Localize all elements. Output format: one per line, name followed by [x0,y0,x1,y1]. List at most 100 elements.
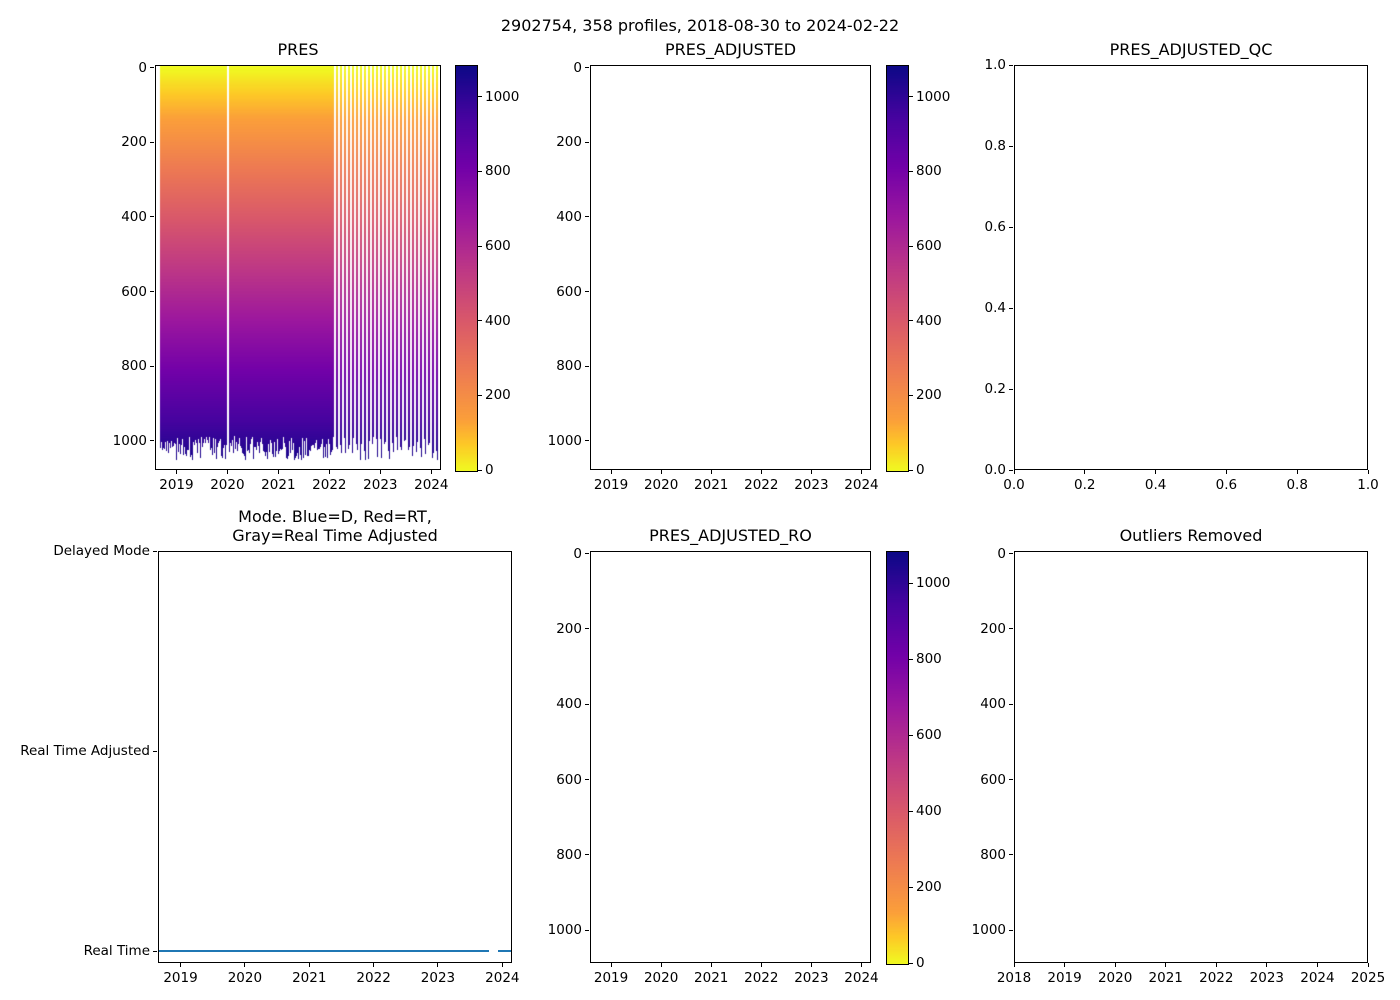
y-tick-mark [1009,703,1013,705]
x-tick-label: 2020 [227,970,263,986]
y-tick-mark [153,950,157,952]
title-outliers-removed: Outliers Removed [1119,526,1263,545]
axes-outliers-removed [1014,551,1368,963]
y-tick-label: 0.8 [984,138,1006,154]
colorbar-tick-mark [478,320,482,322]
x-tick-label: 2025 [1350,970,1386,986]
x-tick-label: 2022 [744,477,779,493]
y-tick-mark [585,854,589,856]
y-tick-label: 0.4 [984,300,1006,316]
x-tick-label: 2021 [694,477,729,493]
x-tick-mark [226,470,228,474]
y-tick-label: Real Time Adjusted [20,743,150,759]
y-tick-label: 600 [121,283,147,300]
x-tick-mark [1064,963,1066,967]
x-tick-label: 2024 [1300,970,1335,986]
y-tick-mark [150,216,154,218]
x-tick-label: 2023 [420,970,456,986]
y-tick-mark [153,550,157,552]
colorbar-tick-mark [909,810,913,812]
x-tick-mark [610,470,612,474]
colorbar-tick-label: 400 [916,803,942,820]
y-tick-label: 200 [121,134,147,151]
colorbar-tick-label: 0 [916,462,925,478]
x-tick-mark [175,470,177,474]
y-tick-mark [1009,779,1013,781]
colorbar-tick-label: 0 [916,955,925,971]
x-tick-mark [760,470,762,474]
x-tick-mark [710,963,712,967]
y-tick-mark [585,553,589,555]
colorbar-tick-mark [909,658,913,660]
mode-line-segment [497,950,512,952]
y-tick-mark [1009,929,1013,931]
colorbar-tick-mark [909,886,913,888]
x-tick-label: 2019 [163,970,198,986]
colorbar-tick-label: 400 [485,312,511,329]
y-tick-label: 1000 [547,922,582,939]
x-tick-mark [1155,470,1157,474]
pres-colorbar [455,65,478,472]
x-tick-label: 2020 [210,477,245,493]
y-tick-mark [585,779,589,781]
x-tick-label: 2018 [996,970,1032,986]
x-tick-label: 0.6 [1215,477,1238,493]
mode-line-segment [158,950,489,952]
y-tick-mark [585,67,589,69]
y-tick-label: 1000 [547,432,582,449]
x-tick-label: 2023 [794,970,829,986]
colorbar-tick-label: 600 [916,238,942,255]
y-tick-label: 200 [980,620,1006,637]
y-tick-label: 600 [980,771,1006,788]
colorbar-tick-mark [909,962,913,964]
x-tick-mark [860,470,862,474]
colorbar-tick-label: 400 [916,312,942,329]
y-tick-label: 1000 [112,432,147,449]
y-tick-label: 1.0 [984,57,1006,73]
x-tick-label: 2019 [593,477,629,493]
x-tick-mark [1013,470,1015,474]
x-tick-mark [1266,963,1268,967]
y-tick-mark [150,291,154,293]
axes-pres [155,65,441,470]
pres-adjusted-colorbar [886,65,909,472]
colorbar-tick-label: 800 [916,163,942,180]
figure-suptitle: 2902754, 358 profiles, 2018-08-30 to 202… [500,16,900,35]
x-tick-label: 2020 [643,477,679,493]
y-tick-mark [1009,628,1013,630]
y-tick-mark [150,365,154,367]
y-tick-label: 0 [573,59,582,76]
y-tick-label: Real Time [83,943,150,959]
colorbar-tick-mark [909,734,913,736]
x-tick-mark [760,963,762,967]
x-tick-label: 2019 [159,477,194,493]
x-tick-mark [1367,470,1369,474]
colorbar-tick-mark [478,96,482,98]
y-tick-label: 200 [556,134,582,151]
x-tick-mark [660,963,662,967]
axes-pres-adjusted-ro [590,551,871,963]
x-tick-label: 2021 [694,970,729,986]
y-tick-mark [1009,226,1013,228]
x-tick-label: 2024 [844,477,879,493]
x-tick-label: 0.0 [1003,477,1025,493]
y-tick-mark [585,703,589,705]
x-tick-label: 2022 [356,970,391,986]
y-tick-label: 0 [138,59,147,76]
colorbar-tick-label: 1000 [916,88,951,105]
colorbar-tick-mark [478,170,482,172]
x-tick-mark [244,963,246,967]
y-tick-mark [585,628,589,630]
colorbar-tick-label: 200 [916,879,942,896]
axes-mode [158,551,512,963]
x-tick-label: 2020 [643,970,679,986]
colorbar-tick-label: 1000 [916,575,951,592]
y-tick-label: 600 [556,283,582,300]
colorbar-tick-mark [478,394,482,396]
x-tick-label: 2021 [261,477,296,493]
y-tick-mark [1009,307,1013,309]
x-tick-label: 2023 [1249,970,1285,986]
y-tick-mark [150,440,154,442]
y-tick-mark [585,141,589,143]
